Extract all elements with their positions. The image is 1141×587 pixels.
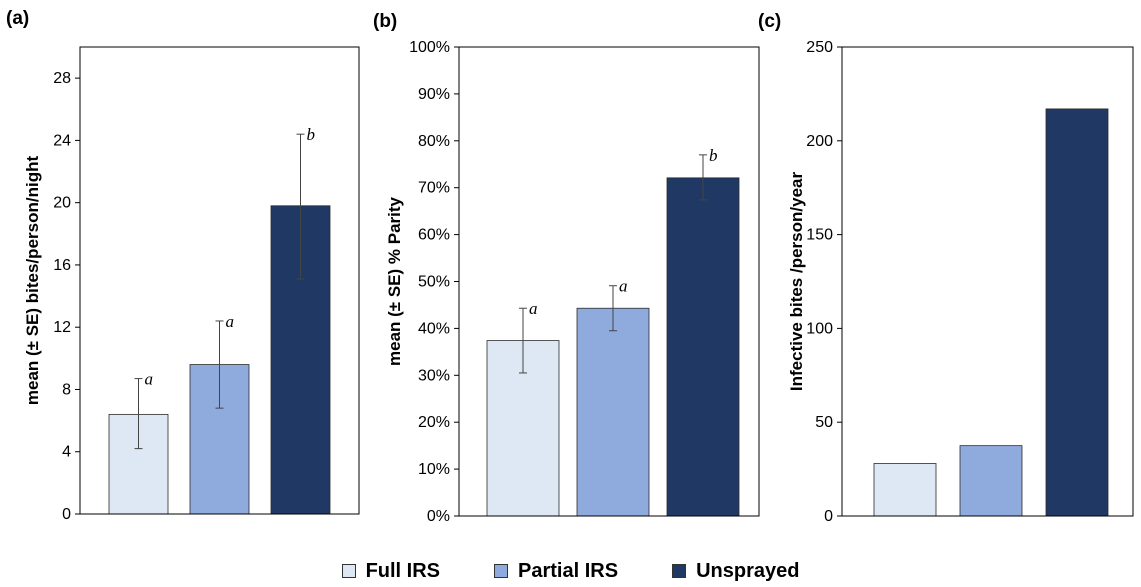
panel-b-ytick-label-7: 70%: [418, 180, 450, 197]
legend-label-unsprayed: Unsprayed: [696, 559, 800, 582]
panel-a-significance-1: a: [226, 312, 235, 331]
panel-a-significance-0: a: [145, 370, 154, 389]
panel-b-ylabel: mean (± SE) % Parity: [385, 196, 404, 366]
panel-a-ytick-label-4: 16: [53, 257, 71, 274]
panel-b-ytick-label-5: 50%: [418, 274, 450, 291]
panel-a-ytick-label-1: 4: [62, 444, 71, 461]
panel-c-ytick-label-3: 150: [806, 227, 833, 244]
legend-item-unsprayed: Unsprayed: [672, 560, 799, 583]
panel-b-bar-partial-irs: [576, 307, 650, 517]
legend-swatch-partial-irs: [494, 564, 509, 578]
panel-c-ylabel: Infective bites /person/year: [787, 172, 806, 392]
panel-a-ytick-label-7: 28: [53, 70, 71, 87]
panel-a-ytick-label-2: 8: [62, 381, 71, 398]
legend-swatch-full-irs: [341, 564, 356, 578]
panel-b-bar-unsprayed: [666, 177, 740, 517]
panel-b-significance-2: b: [709, 146, 718, 165]
panel-c-frame: [841, 46, 1134, 517]
panel-c-bar-full-irs: [873, 463, 937, 517]
panel-a-ytick-label-3: 12: [53, 319, 71, 336]
panel-a-label: (a): [6, 8, 29, 29]
panel-c-label: (c): [758, 11, 781, 32]
panel-c-ytick-label-0: 0: [824, 508, 833, 525]
panel-b-ytick-label-0: 0%: [427, 508, 450, 525]
legend-label-full-irs: Full IRS: [365, 559, 441, 582]
panel-a-ylabel: mean (± SE) bites/person/night: [23, 156, 42, 406]
panel-b-ytick-label-4: 40%: [418, 320, 450, 337]
panel-b-ytick-label-2: 20%: [418, 414, 450, 431]
panel-b-ytick-label-8: 80%: [418, 133, 450, 150]
panel-c-bar-partial-irs: [959, 445, 1023, 517]
panel-b-ytick-label-1: 10%: [418, 461, 450, 478]
panel-c-ytick-label-4: 200: [806, 133, 833, 150]
legend-label-partial-irs: Partial IRS: [518, 559, 619, 582]
panel-c-bar-unsprayed: [1045, 108, 1109, 517]
legend-item-partial-irs: Partial IRS: [494, 560, 618, 583]
legend-swatch-unsprayed: [672, 564, 687, 578]
panel-c-ytick-label-1: 50: [815, 414, 833, 431]
panel-b-significance-0: a: [529, 299, 538, 318]
panel-b-ytick-label-6: 60%: [418, 227, 450, 244]
panel-b-significance-1: a: [619, 277, 628, 296]
panel-b-label: (b): [373, 11, 397, 32]
figure: (a) a a b 0 4 8 12 16 20 24 28 mean (± SE) bites/per…: [6, 8, 1134, 525]
panel-a-ytick-label-6: 24: [53, 132, 71, 149]
panel-a-significance-2: b: [307, 125, 316, 144]
legend-item-full-irs: Full IRS: [341, 559, 441, 583]
panel-c-ytick-label-2: 100: [806, 320, 833, 337]
legend: Full IRS Partial IRS Unsprayed: [0, 556, 1141, 586]
panel-b-ytick-label-9: 90%: [418, 86, 450, 103]
panel-c-ytick-label-5: 250: [806, 39, 833, 56]
panel-a-ytick-label-0: 0: [62, 506, 71, 523]
panel-b-ytick-label-3: 30%: [418, 367, 450, 384]
panel-a-ytick-label-5: 20: [53, 195, 71, 212]
panel-a-frame: [79, 46, 360, 515]
panel-b-ytick-label-10: 100%: [409, 39, 450, 56]
